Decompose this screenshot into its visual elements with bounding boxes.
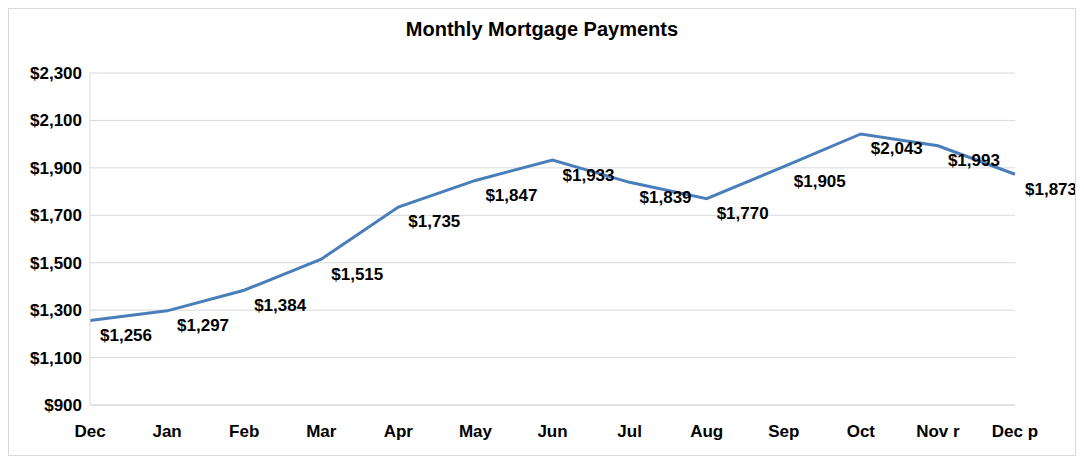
svg-text:$2,300: $2,300: [30, 64, 82, 83]
svg-text:$1,847: $1,847: [485, 186, 537, 205]
svg-text:Apr: Apr: [384, 422, 414, 441]
svg-text:Dec: Dec: [74, 422, 105, 441]
svg-text:May: May: [459, 422, 493, 441]
svg-text:$2,043: $2,043: [871, 139, 923, 158]
svg-text:$2,100: $2,100: [30, 111, 82, 130]
svg-text:$1,515: $1,515: [331, 265, 383, 284]
svg-text:$1,384: $1,384: [254, 296, 307, 315]
svg-text:Nov r: Nov r: [916, 422, 960, 441]
svg-text:$1,256: $1,256: [100, 326, 152, 345]
svg-text:Dec p: Dec p: [992, 422, 1038, 441]
svg-text:Aug: Aug: [690, 422, 723, 441]
svg-text:Jul: Jul: [617, 422, 642, 441]
svg-text:$1,905: $1,905: [794, 172, 846, 191]
svg-text:$1,100: $1,100: [30, 349, 82, 368]
svg-text:$1,993: $1,993: [948, 151, 1000, 170]
svg-text:$1,839: $1,839: [640, 188, 692, 207]
svg-text:$1,900: $1,900: [30, 159, 82, 178]
svg-text:$900: $900: [44, 396, 82, 415]
svg-text:Oct: Oct: [847, 422, 876, 441]
svg-text:Jun: Jun: [537, 422, 567, 441]
svg-text:Feb: Feb: [229, 422, 259, 441]
svg-text:$1,735: $1,735: [408, 212, 460, 231]
svg-text:$1,700: $1,700: [30, 206, 82, 225]
svg-text:$1,300: $1,300: [30, 301, 82, 320]
html-text:Monthly Mortgage Payments: Monthly Mortgage Payments: [405, 18, 679, 40]
svg-text:Sep: Sep: [768, 422, 799, 441]
svg-text:$1,770: $1,770: [717, 204, 769, 223]
svg-text:$1,500: $1,500: [30, 254, 82, 273]
svg-text:Jan: Jan: [152, 422, 181, 441]
svg-text:$1,873: $1,873: [1025, 180, 1075, 199]
svg-text:$1,933: $1,933: [563, 166, 615, 185]
svg-text:Mar: Mar: [306, 422, 337, 441]
svg-text:$1,297: $1,297: [177, 316, 229, 335]
